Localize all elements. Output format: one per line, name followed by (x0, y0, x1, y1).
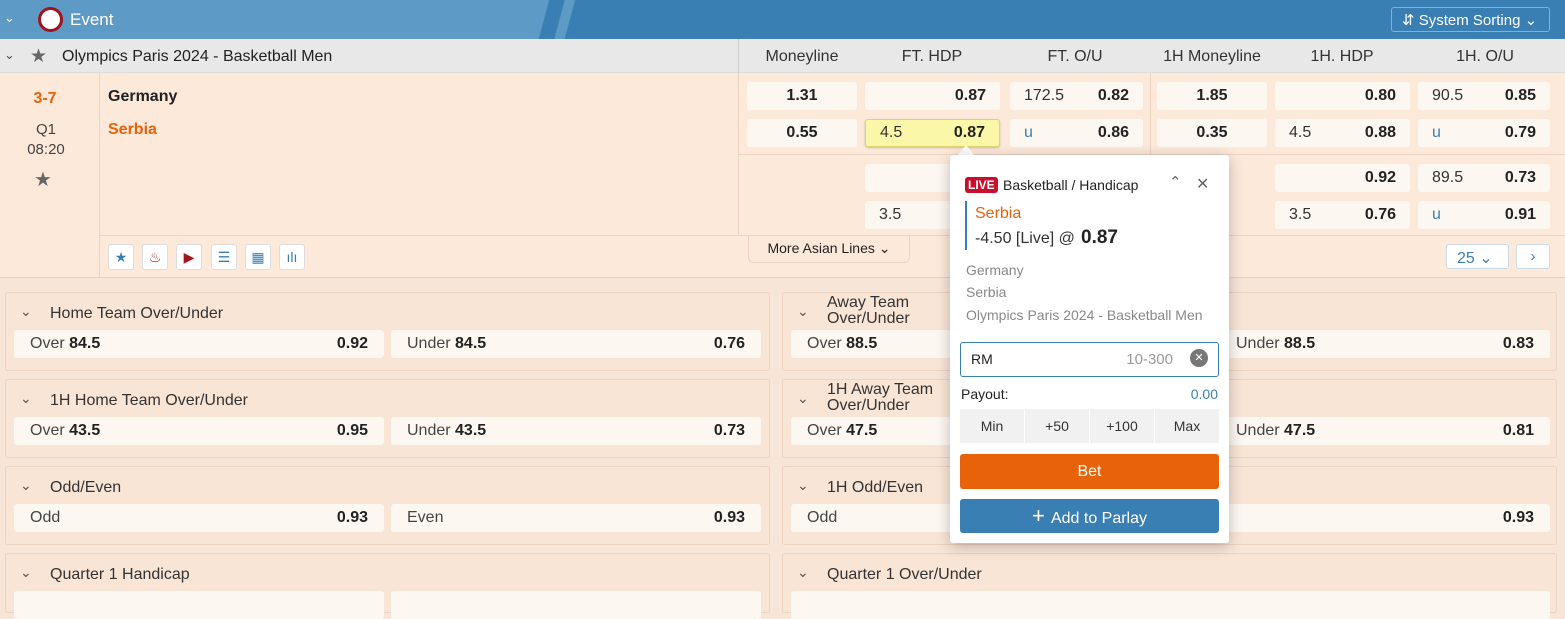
sort-icon: ⇵ (1402, 12, 1419, 29)
market-card: ⌄ Quarter 1 Over/Under (782, 553, 1557, 619)
favorite-star-icon[interactable]: ★ (30, 46, 48, 67)
popup-arrow (958, 145, 974, 155)
event-header: ⌄ Event ⇵ System Sorting ⌄ (0, 0, 1565, 39)
market-card: ⌄ Odd/Even Odd 0.93 Even 0.93 (5, 466, 770, 545)
chevron-down-icon[interactable]: ⌄ (797, 564, 809, 580)
league-row: ⌄ ★ Olympics Paris 2024 - Basketball Men… (0, 39, 1565, 73)
col-1h-moneyline: 1H Moneyline (1163, 48, 1261, 65)
next-page-button[interactable]: › (1516, 244, 1550, 269)
calendar-icon[interactable]: ▦ (245, 244, 271, 270)
away-team: Serbia (108, 121, 157, 138)
more-asian-lines-button[interactable]: More Asian Lines ⌄ (748, 235, 910, 263)
bet-button[interactable]: Bet (960, 454, 1219, 489)
market-option[interactable]: Under 84.5 0.76 (391, 330, 761, 358)
market-option[interactable]: Under 88.5 0.83 (1168, 330, 1550, 358)
market-card: ⌄ 1H Home Team Over/Under Over 43.5 0.95 Un… (5, 379, 770, 458)
odds-cell[interactable]: 3.5 0.76 (1275, 201, 1410, 229)
score: 3-7 (33, 90, 57, 107)
hot-icon[interactable]: ♨ (142, 244, 168, 270)
league-collapse-icon[interactable]: ⌄ (4, 47, 15, 62)
market-option[interactable]: Under 47.5 0.81 (1168, 417, 1550, 445)
odds-cell[interactable]: 0.35 (1157, 119, 1267, 147)
market-option[interactable]: Under 43.5 0.73 (391, 417, 761, 445)
bet-line: -4.50 [Live] @ (975, 230, 1075, 247)
odds-cell[interactable]: 4.5 0.87 (865, 119, 1000, 147)
chevron-down-icon[interactable]: ⌄ (797, 477, 809, 493)
betslip-popup: LIVE Basketball / Handicap ⌃ ✕ Serbia -4… (950, 155, 1229, 543)
plus50-button[interactable]: +50 (1025, 409, 1089, 443)
collapse-icon[interactable]: ⌃ (1169, 174, 1182, 191)
popup-home: Germany (966, 262, 1024, 278)
market-option[interactable] (14, 591, 384, 619)
clear-icon[interactable]: ✕ (1190, 349, 1208, 367)
col-ft-hdp: FT. HDP (901, 48, 963, 65)
max-button[interactable]: Max (1155, 409, 1219, 443)
odds-cell[interactable]: u 0.91 (1418, 201, 1550, 229)
chevron-down-icon[interactable]: ⌄ (20, 390, 32, 406)
market-option[interactable]: Even 0.93 (391, 504, 761, 532)
bet-odds: 0.87 (1081, 227, 1118, 248)
market-option[interactable] (391, 591, 761, 619)
close-icon[interactable]: ✕ (1196, 176, 1210, 193)
col-ft-ou: FT. O/U (1047, 48, 1103, 65)
odds-cell[interactable]: 1.85 (1157, 82, 1267, 110)
sorting-dropdown[interactable]: ⇵ System Sorting ⌄ (1391, 7, 1550, 32)
chevron-down-icon[interactable]: ⌄ (797, 390, 809, 406)
selection: Serbia (975, 205, 1022, 222)
odds-cell[interactable]: 89.5 0.73 (1418, 164, 1550, 192)
add-to-parlay-button[interactable]: + Add to Parlay (960, 499, 1219, 533)
market-option[interactable]: Odd 0.93 (14, 504, 384, 532)
payout-value: 0.00 (1190, 386, 1218, 402)
market-option[interactable]: 0.93 (1168, 504, 1550, 532)
odds-cell[interactable]: 0.55 (747, 119, 857, 147)
scoreboard-icon[interactable]: ☰ (211, 244, 237, 270)
market-option[interactable]: Over 84.5 0.92 (14, 330, 384, 358)
market-option[interactable] (791, 591, 1173, 619)
col-1h-ou: 1H. O/U (1456, 48, 1514, 65)
odds-cell[interactable]: u 0.86 (1010, 119, 1143, 147)
market-card: ⌄ Home Team Over/Under Over 84.5 0.92 Under… (5, 292, 770, 371)
home-team: Germany (108, 88, 178, 105)
odds-cell[interactable]: 172.5 0.82 (1010, 82, 1143, 110)
chevron-down-icon[interactable]: ⌄ (797, 303, 809, 319)
odds-cell[interactable]: u 0.79 (1418, 119, 1550, 147)
odds-cell[interactable]: 90.5 0.85 (1418, 82, 1550, 110)
odds-cell[interactable]: 0.92 (1275, 164, 1410, 192)
popup-league: Olympics Paris 2024 - Basketball Men (966, 307, 1203, 323)
chevron-down-icon[interactable]: ⌄ (20, 564, 32, 580)
collapse-chevron-icon[interactable]: ⌄ (4, 10, 15, 25)
stats-icon[interactable]: ılı (279, 244, 305, 270)
plus100-button[interactable]: +100 (1090, 409, 1154, 443)
odds-cell[interactable]: 1.31 (747, 82, 857, 110)
market-option[interactable] (1168, 591, 1550, 619)
plus-icon: + (1031, 503, 1051, 528)
payout-label: Payout: (961, 386, 1009, 402)
live-badge: LIVE (965, 177, 998, 193)
min-button[interactable]: Min (960, 409, 1024, 443)
stake-input[interactable]: RM 10-300 ✕ (960, 342, 1219, 377)
live-stream-icon[interactable]: ▶ (176, 244, 202, 270)
popup-away: Serbia (966, 284, 1007, 300)
league-name: Olympics Paris 2024 - Basketball Men (62, 48, 333, 65)
col-moneyline: Moneyline (765, 48, 839, 65)
odds-cell[interactable]: 4.5 0.88 (1275, 119, 1410, 147)
market-card: ⌄ Quarter 1 Handicap (5, 553, 770, 619)
timer-icon (38, 7, 63, 32)
page-size-select[interactable]: 25 ⌄ (1446, 244, 1509, 269)
period: Q1 (35, 121, 56, 138)
odds-cell[interactable]: 0.80 (1275, 82, 1410, 110)
odds-cell[interactable]: 0.87 (865, 82, 1000, 110)
header-title: Event (70, 10, 114, 29)
match-favorite-star-icon[interactable]: ★ (34, 169, 52, 191)
chevron-down-icon[interactable]: ⌄ (20, 303, 32, 319)
col-1h-hdp: 1H. HDP (1310, 48, 1374, 65)
market-option[interactable]: Over 43.5 0.95 (14, 417, 384, 445)
chevron-down-icon[interactable]: ⌄ (20, 477, 32, 493)
clock: 08:20 (27, 141, 65, 158)
bet-type: Basketball / Handicap (1003, 177, 1139, 193)
favorite-icon[interactable]: ★ (108, 244, 134, 270)
match-block: 3-7 Q1 08:20 ★ Germany Serbia 1.31 0.87 17… (0, 73, 1565, 278)
